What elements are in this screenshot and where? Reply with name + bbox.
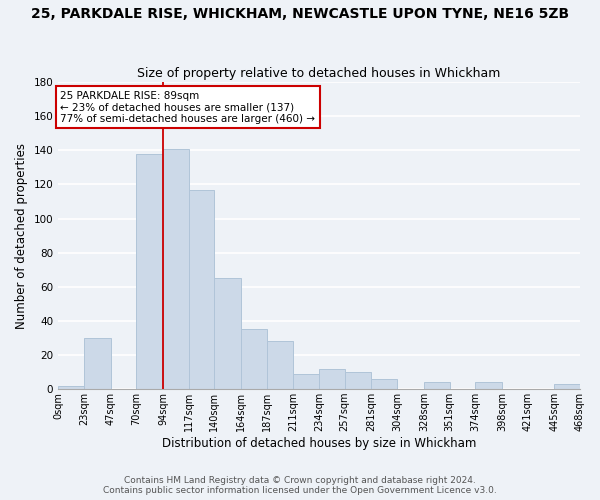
Bar [554, 384, 580, 389]
Bar [58, 386, 84, 389]
Bar [345, 372, 371, 389]
Bar [424, 382, 449, 389]
Bar [163, 148, 188, 389]
Bar [241, 330, 266, 389]
Text: 25 PARKDALE RISE: 89sqm
← 23% of detached houses are smaller (137)
77% of semi-d: 25 PARKDALE RISE: 89sqm ← 23% of detache… [61, 90, 316, 124]
Text: 25, PARKDALE RISE, WHICKHAM, NEWCASTLE UPON TYNE, NE16 5ZB: 25, PARKDALE RISE, WHICKHAM, NEWCASTLE U… [31, 8, 569, 22]
Title: Size of property relative to detached houses in Whickham: Size of property relative to detached ho… [137, 66, 501, 80]
X-axis label: Distribution of detached houses by size in Whickham: Distribution of detached houses by size … [162, 437, 476, 450]
Y-axis label: Number of detached properties: Number of detached properties [15, 142, 28, 328]
Bar [84, 338, 110, 389]
Bar [293, 374, 319, 389]
Text: Contains HM Land Registry data © Crown copyright and database right 2024.
Contai: Contains HM Land Registry data © Crown c… [103, 476, 497, 495]
Bar [319, 368, 345, 389]
Bar [136, 154, 163, 389]
Bar [188, 190, 214, 389]
Bar [266, 342, 293, 389]
Bar [214, 278, 241, 389]
Bar [475, 382, 502, 389]
Bar [371, 379, 397, 389]
